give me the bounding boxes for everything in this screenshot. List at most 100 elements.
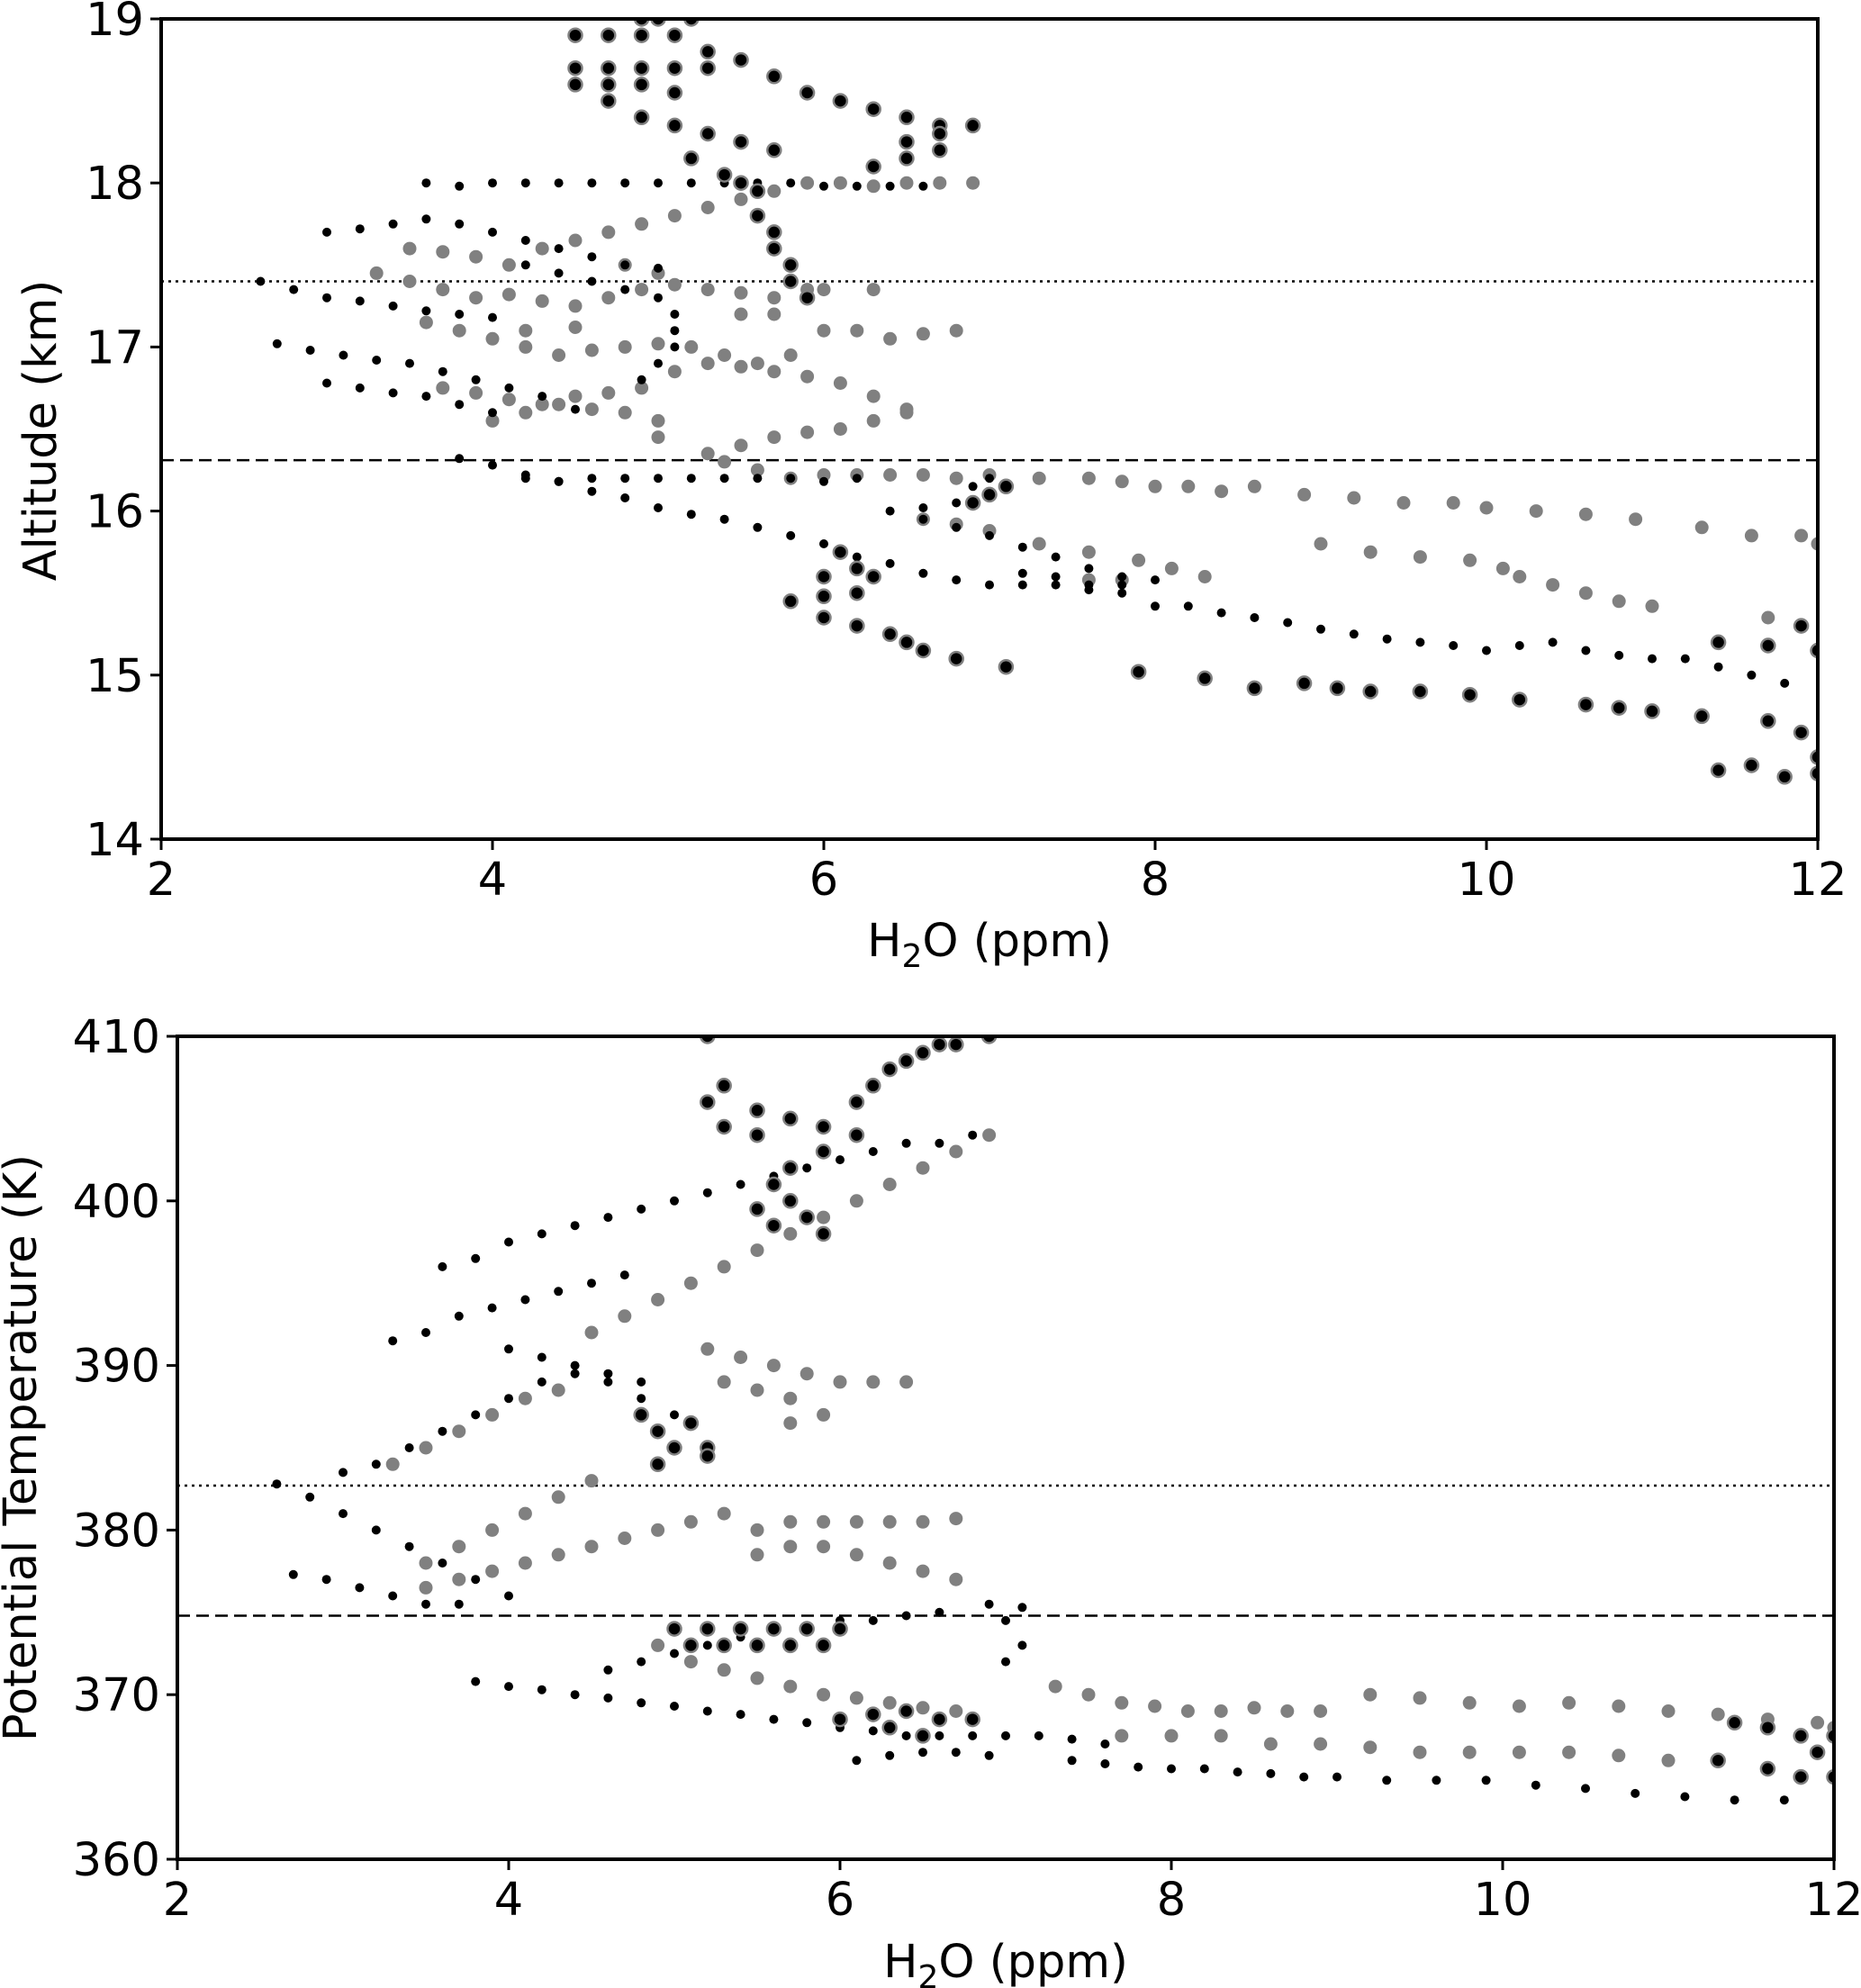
altitude-data-point: [654, 503, 663, 512]
theta-data-point: [452, 1424, 466, 1439]
altitude-data-point: [767, 430, 781, 445]
theta-x-tick-label: 6: [826, 1874, 854, 1927]
theta-data-point: [1363, 1740, 1378, 1755]
altitude-data-point: [1578, 586, 1593, 601]
altitude-data-point: [469, 291, 483, 305]
altitude-data-point: [587, 276, 597, 286]
altitude-data-point: [786, 530, 796, 540]
altitude-data-point: [1680, 654, 1690, 664]
altitude-data-point: [948, 650, 964, 667]
altitude-data-point: [852, 181, 862, 191]
altitude-data-point: [866, 179, 881, 194]
theta-data-point: [868, 1615, 878, 1625]
altitude-data-point: [899, 405, 914, 420]
theta-data-point: [935, 1138, 944, 1148]
altitude-plot-frame: [159, 17, 1820, 841]
theta-series-1: [385, 1128, 1834, 1767]
altitude-data-point: [1479, 501, 1494, 515]
theta-data-point: [587, 1279, 596, 1288]
altitude-data-point: [402, 275, 417, 288]
theta-data-point: [584, 1540, 599, 1554]
altitude-data-point: [419, 315, 433, 330]
altitude-data-point: [1694, 708, 1710, 725]
altitude-data-point: [421, 214, 431, 224]
altitude-data-point: [1529, 504, 1543, 519]
theta-data-point: [898, 1703, 915, 1720]
theta-data-point: [537, 1352, 547, 1362]
altitude-data-point: [1246, 680, 1263, 697]
altitude-data-point: [436, 381, 450, 395]
theta-data-point: [1413, 1691, 1427, 1705]
altitude-data-point: [734, 438, 748, 453]
theta-data-point: [584, 1474, 599, 1488]
altitude-data-point: [1513, 570, 1527, 583]
altitude-data-point: [633, 109, 650, 126]
theta-x-tick-label: 4: [494, 1874, 523, 1927]
theta-data-point: [551, 1383, 565, 1397]
theta-data-point: [782, 1193, 799, 1209]
altitude-data-point: [817, 323, 831, 338]
theta-data-point: [471, 1676, 481, 1686]
altitude-data-point: [766, 68, 782, 85]
theta-data-point: [504, 1591, 513, 1601]
theta-data-point: [882, 1514, 897, 1529]
theta-data-point: [783, 1540, 798, 1554]
altitude-data-point: [932, 125, 948, 142]
theta-data-point: [649, 1423, 666, 1440]
altitude-data-point: [819, 539, 828, 548]
theta-data-point: [1199, 1764, 1209, 1774]
theta-data-point: [321, 1575, 331, 1585]
theta-data-point: [1081, 1687, 1096, 1702]
altitude-data-point: [866, 413, 881, 428]
altitude-data-point: [899, 109, 915, 126]
theta-data-point: [452, 1540, 466, 1554]
altitude-data-point: [819, 476, 828, 486]
altitude-data-point: [800, 369, 815, 384]
theta-data-point: [670, 1649, 679, 1658]
theta-data-point: [817, 1540, 831, 1554]
theta-data-point: [783, 1391, 798, 1405]
altitude-data-point: [520, 474, 530, 483]
altitude-data-point: [554, 244, 564, 254]
altitude-data-point: [1362, 683, 1378, 700]
theta-data-point: [371, 1525, 381, 1535]
theta-data-point: [1680, 1792, 1690, 1802]
altitude-plot-background: [161, 19, 1818, 839]
altitude-data-point: [322, 227, 331, 237]
theta-data-points: [272, 1036, 1834, 1805]
altitude-data-point: [866, 389, 881, 403]
altitude-data-point: [1743, 757, 1760, 773]
altitude-data-point: [817, 283, 831, 297]
theta-x-label-subscript: 2: [917, 1959, 938, 1988]
theta-data-point: [471, 1253, 481, 1263]
altitude-data-point: [455, 310, 465, 319]
theta-data-point: [916, 1161, 930, 1175]
theta-data-point: [800, 1367, 814, 1381]
theta-plot-background: [177, 1036, 1834, 1859]
theta-data-point: [454, 1599, 464, 1609]
theta-y-axis: 360 370 380 390 400 410: [73, 1011, 177, 1887]
theta-x-label-suffix: O (ppm): [938, 1936, 1128, 1988]
altitude-data-point: [816, 568, 832, 585]
theta-data-point: [1710, 1752, 1726, 1769]
altitude-data-point: [568, 233, 583, 248]
theta-data-point: [570, 1360, 580, 1370]
altitude-y-tick-label: 15: [86, 650, 144, 703]
altitude-data-point: [916, 468, 930, 482]
altitude-data-point: [816, 610, 832, 626]
theta-data-point: [584, 1325, 599, 1340]
theta-data-point: [848, 1126, 865, 1143]
altitude-data-point: [916, 327, 930, 341]
theta-data-point: [520, 1295, 530, 1305]
theta-data-point: [385, 1457, 400, 1471]
theta-data-point: [1512, 1699, 1526, 1713]
theta-data-point: [1263, 1737, 1278, 1751]
altitude-data-point: [1449, 641, 1459, 650]
theta-data-point: [899, 1375, 914, 1389]
altitude-data-point: [568, 299, 583, 313]
altitude-data-point: [289, 285, 299, 294]
theta-data-point: [948, 1036, 964, 1053]
altitude-data-point: [932, 142, 948, 158]
theta-data-point: [1034, 1730, 1043, 1740]
